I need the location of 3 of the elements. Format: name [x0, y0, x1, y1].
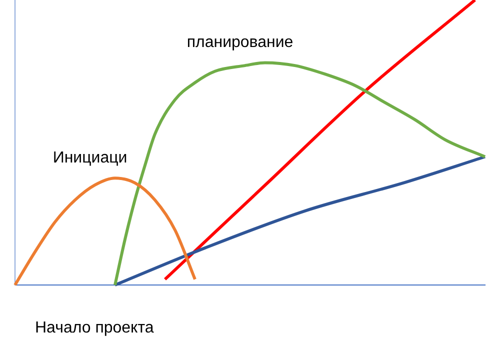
series-label: планирование [186, 34, 294, 52]
series-label: Инициаци [52, 150, 128, 167]
text: Начало проекта [35, 319, 154, 336]
